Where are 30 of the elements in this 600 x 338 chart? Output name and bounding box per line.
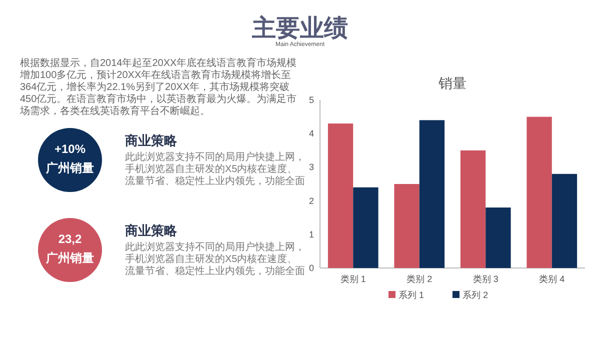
text: 根据数据显示，自2014年起至20XX年底在线语言教育市场规模增加100多亿元，预计20XX年在线语言教育市场规模将增长至364亿元，增长率为22.1%另到了20XX年，其市场规模将突破450亿元。在语言教育市场中，以英语教育最为火爆。为满足市场需求，各类在线英语教育平台不断崛起。: [20, 58, 298, 118]
legend-label: 系列 2: [462, 290, 488, 300]
text: 商业策略: [125, 222, 177, 240]
bar: [353, 187, 378, 268]
x-tick-label: 类别 1: [340, 274, 366, 284]
y-tick-label: 1: [308, 229, 314, 240]
x-tick-label: 类别 2: [406, 274, 432, 284]
text: 商业策略: [125, 132, 177, 150]
bar: [328, 124, 354, 268]
bar: [526, 116, 552, 268]
text: +10%: [53, 142, 87, 156]
x-tick-label: 类别 4: [539, 274, 565, 284]
x-tick-label: 类别 3: [472, 274, 498, 284]
text: 此此浏览器支持不同的局用户快捷上网，手机浏览器自主研发的X5内核在速度、流量节省、稳定性上业内领先，功能全面: [125, 152, 305, 188]
y-tick-label: 3: [308, 162, 314, 172]
y-tick-label: 0: [308, 263, 314, 273]
chart-title: 销量: [438, 75, 466, 91]
y-tick-label: 4: [308, 128, 314, 139]
bar: [394, 184, 420, 268]
bar: [419, 120, 445, 268]
text: 广州销量: [45, 250, 95, 267]
bar: [552, 174, 578, 268]
text: 23,2: [57, 232, 83, 246]
bar: [460, 150, 486, 268]
y-tick-label: 5: [308, 95, 314, 105]
legend-label: 系列 1: [398, 290, 424, 300]
text: 广州销量: [45, 160, 95, 177]
bar: [486, 208, 511, 268]
y-tick-label: 2: [308, 196, 314, 206]
text: 此此浏览器支持不同的局用户快捷上网，手机浏览器自主研发的X5内核在速度、流量节省、稳定性上业内领先，功能全面: [125, 242, 305, 278]
